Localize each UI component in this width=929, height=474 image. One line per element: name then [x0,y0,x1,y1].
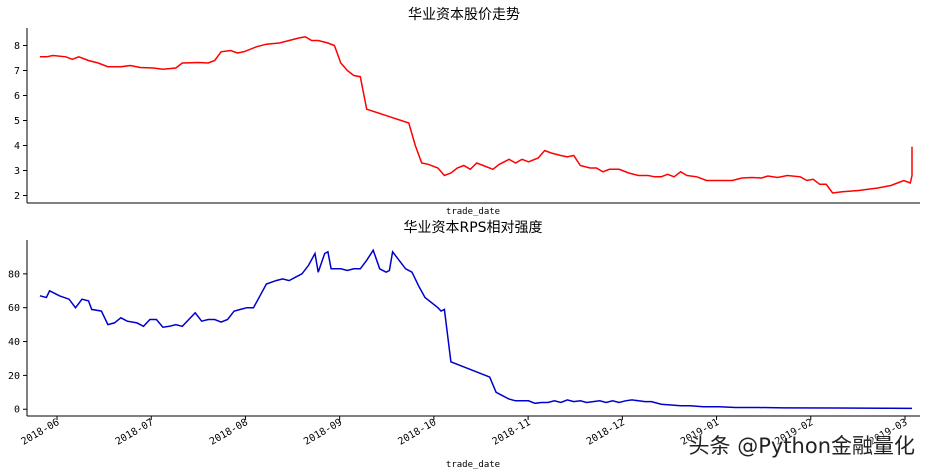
price-x-label: trade_date [446,207,500,217]
price-y-tick-label: 8 [14,41,20,52]
price-y-tick-label: 6 [14,91,20,102]
rps-chart-title: 华业资本RPS相对强度 [403,220,542,236]
rps-x-tick-label: 2018-11 [491,417,533,448]
rps-x-label: trade_date [446,460,500,470]
price-y-tick-label: 4 [14,141,20,152]
rps-x-tick-label: 2018-06 [19,417,61,448]
rps-series-line [39,248,913,410]
rps-y-tick-label: 80 [8,269,20,280]
rps-x-tick-label: 2018-10 [396,417,438,448]
rps-y-tick-label: 40 [8,337,20,348]
price-chart-title: 华业资本股价走势 [408,7,520,23]
rps-x-tick-label: 2018-12 [585,417,627,448]
price-y-tick-label: 5 [14,116,20,127]
price-y-tick-label: 2 [14,191,20,202]
price-y-tick-label: 3 [14,166,20,177]
rps-y-tick-label: 60 [8,303,20,314]
rps-x-tick-label: 2018-09 [302,417,344,448]
rps-x-tick-label: 2018-07 [114,417,156,448]
rps-y-tick-label: 0 [14,405,20,416]
price-y-tick-label: 7 [14,66,20,77]
rps-x-tick-label: 2018-08 [208,417,250,448]
price-series-line [39,36,913,194]
price-chart: 华业资本股价走势 2 3 4 5 6 7 8 trade_date [14,7,920,217]
watermark: 头条 @Python金融量化 [688,434,915,458]
rps-y-tick-label: 20 [8,371,20,382]
